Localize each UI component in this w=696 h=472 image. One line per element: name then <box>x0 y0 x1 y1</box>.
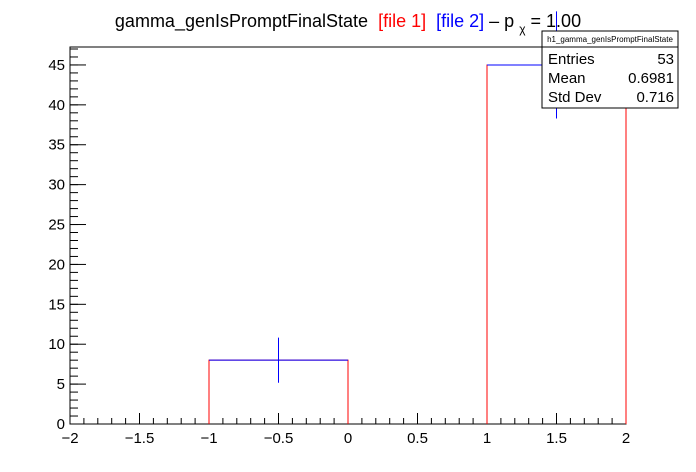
title-dash: – p <box>489 11 514 31</box>
title-value: = 1.00 <box>531 11 582 31</box>
x-tick-label: −1.5 <box>125 430 155 447</box>
step-bar <box>486 64 627 424</box>
x-tick-label: 0 <box>344 430 352 447</box>
stats-mean-label: Mean <box>548 70 586 87</box>
x-axis: −2 −1.5 −1 −0.5 0 0.5 1 1.5 2 <box>61 413 630 447</box>
y-tick-label: 40 <box>48 97 65 114</box>
stats-stddev-label: Std Dev <box>548 89 602 106</box>
y-tick-label: 0 <box>57 416 65 433</box>
stats-stddev-value: 0.716 <box>636 89 674 106</box>
title-file2: [file 2] <box>436 11 484 31</box>
stats-box: h1_gamma_genIsPromptFinalState Entries 5… <box>541 30 679 109</box>
chart-title: gamma_genIsPromptFinalState [file 1] [fi… <box>115 11 581 37</box>
y-tick-label: 45 <box>48 57 65 74</box>
y-tick-label: 30 <box>48 177 65 194</box>
stats-box-title: h1_gamma_genIsPromptFinalState <box>547 35 673 44</box>
y-tick-label: 5 <box>57 376 65 393</box>
title-file1: [file 1] <box>378 11 426 31</box>
title-main: gamma_genIsPromptFinalState <box>115 11 368 32</box>
stats-entries-label: Entries <box>548 51 595 68</box>
x-tick-label: 1.5 <box>546 430 567 447</box>
y-tick-label: 35 <box>48 137 65 154</box>
x-tick-label: −0.5 <box>264 430 294 447</box>
x-tick-label: −1 <box>200 430 217 447</box>
stats-mean-value: 0.6981 <box>628 70 674 87</box>
stats-box-frame <box>541 30 679 109</box>
title-subscript: χ <box>519 22 526 36</box>
stats-entries-value: 53 <box>657 51 674 68</box>
y-tick-label: 20 <box>48 256 65 273</box>
y-tick-label: 10 <box>48 336 65 353</box>
x-tick-label: 1 <box>483 430 491 447</box>
x-tick-label: 0.5 <box>407 430 428 447</box>
y-axis: 0 5 10 15 20 25 30 35 40 45 <box>48 48 86 433</box>
y-tick-label: 25 <box>48 217 65 234</box>
x-tick-label: 2 <box>622 430 630 447</box>
x-tick-label: −2 <box>61 430 78 447</box>
y-tick-label: 15 <box>48 296 65 313</box>
